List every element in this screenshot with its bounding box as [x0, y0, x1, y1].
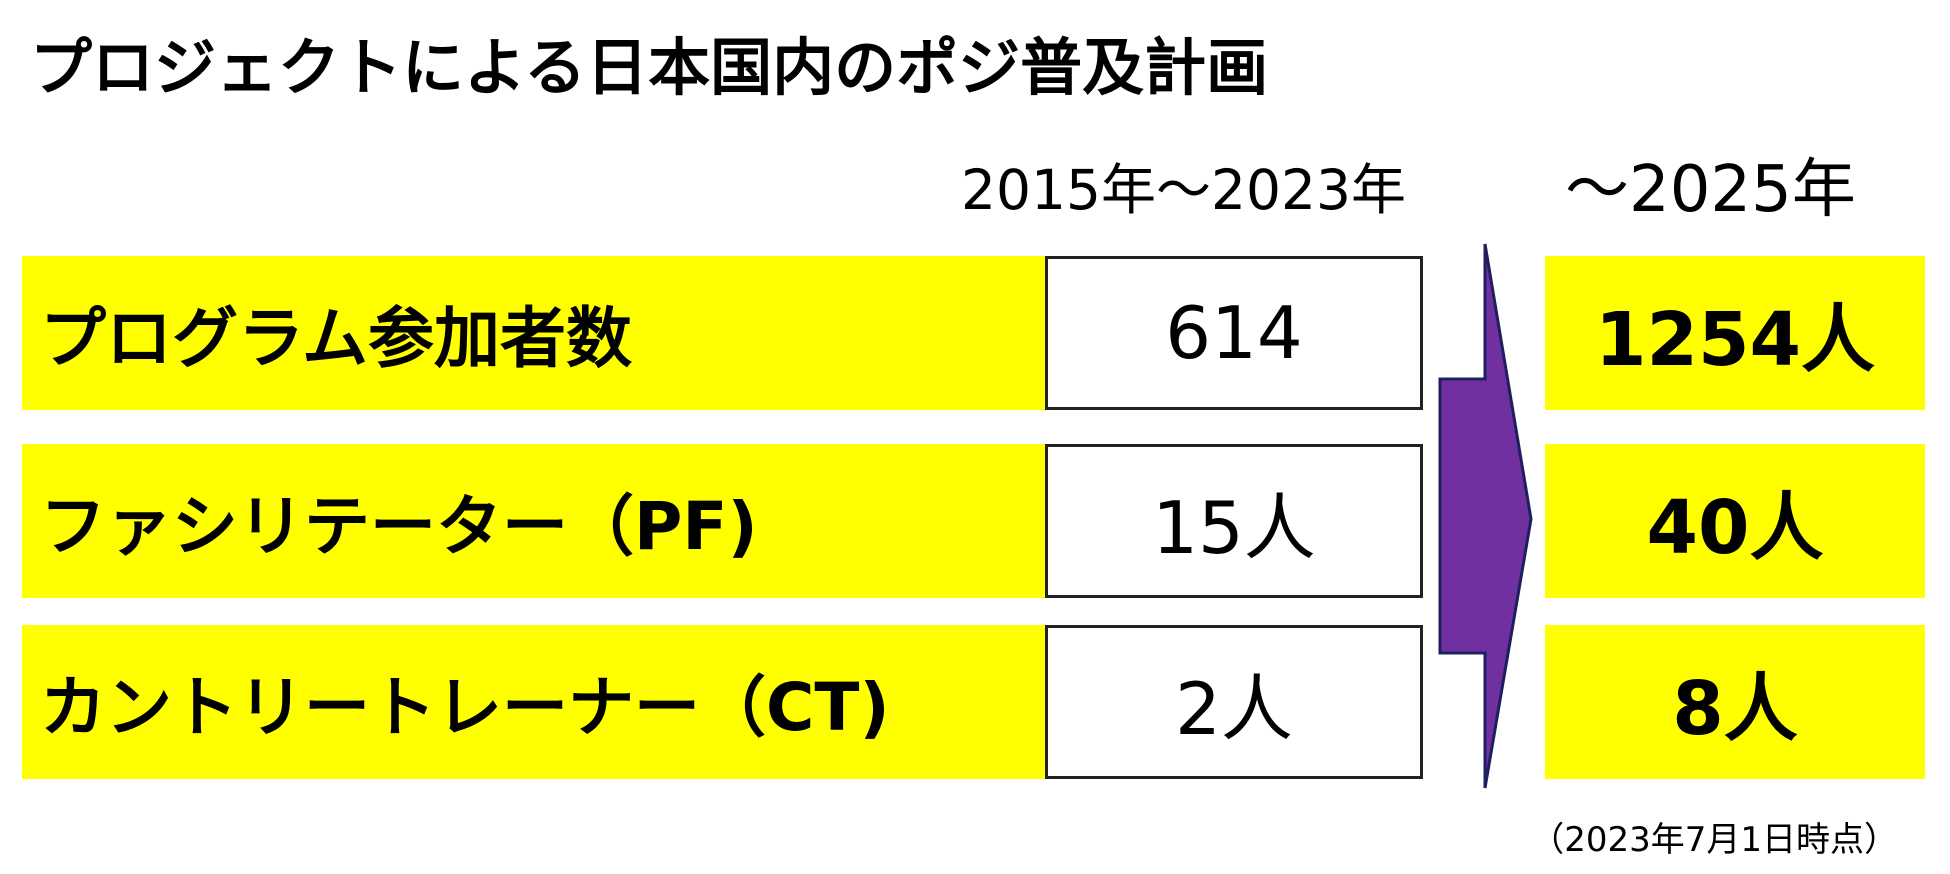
arrow-shape [1438, 243, 1533, 789]
row-label: プログラム参加者数 [22, 256, 1045, 410]
column-header: ～2025年 [1565, 153, 1856, 227]
row-label: カントリートレーナー（CT) [22, 625, 1045, 779]
arrow [1438, 243, 1533, 789]
column-header: 2015年～2023年 [961, 158, 1406, 222]
current-value: 2人 [1045, 625, 1423, 779]
target-value: 8人 [1545, 625, 1925, 779]
target-value: 40人 [1545, 444, 1925, 598]
current-value: 15人 [1045, 444, 1423, 598]
row-label: ファシリテーター（PF) [22, 444, 1045, 598]
note: （2023年7月1日時点） [1530, 820, 1898, 860]
target-value: 1254人 [1545, 256, 1925, 410]
title: プロジェクトによる日本国内のポジ普及計画 [30, 31, 1269, 104]
current-value: 614 [1045, 256, 1423, 410]
